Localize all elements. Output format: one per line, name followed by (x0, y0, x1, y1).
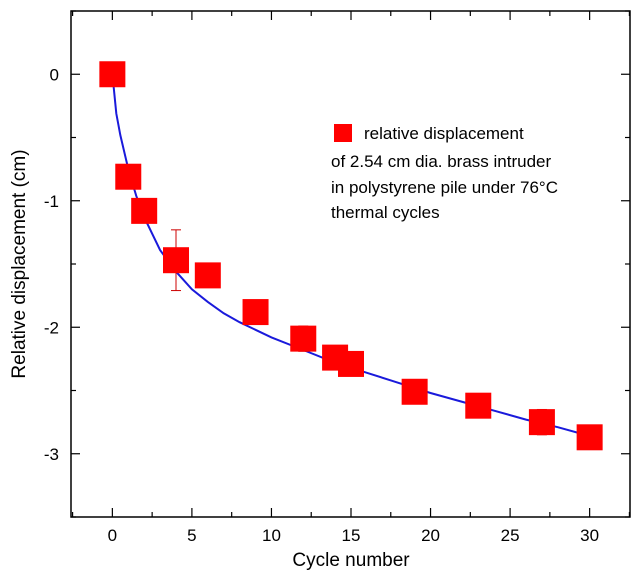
x-tick-label: 0 (108, 526, 117, 545)
x-tick-label: 30 (580, 526, 599, 545)
x-tick-label: 15 (342, 526, 361, 545)
plot-frame (70, 10, 631, 518)
data-point (131, 197, 158, 224)
y-tick-label: 0 (50, 65, 59, 84)
data-point (194, 262, 221, 289)
data-point (115, 163, 142, 190)
x-tick-label: 25 (501, 526, 520, 545)
x-tick-label: 5 (187, 526, 196, 545)
y-tick-label: -1 (44, 192, 59, 211)
legend-line-2: of 2.54 cm dia. brass intruder (331, 152, 552, 171)
y-tick-label: -2 (44, 318, 59, 337)
data-point (528, 409, 555, 436)
y-axis-title: Relative displacement (cm) (9, 149, 30, 378)
data-point (99, 61, 126, 88)
data-point (576, 424, 603, 451)
x-tick-label: 10 (262, 526, 281, 545)
data-point (242, 299, 269, 326)
data-point (290, 325, 317, 352)
x-axis-title: Cycle number (292, 550, 410, 571)
legend-line-4: thermal cycles (331, 203, 440, 222)
legend-marker (334, 124, 352, 142)
legend-line-3: in polystyrene pile under 76°C (331, 178, 558, 197)
legend-line-1: relative displacement (364, 124, 524, 143)
data-point (338, 350, 364, 377)
x-tick-label: 20 (421, 526, 440, 545)
data-point (163, 247, 189, 274)
y-tick-label: -3 (44, 445, 59, 464)
data-point (465, 392, 492, 419)
data-point (401, 378, 428, 405)
